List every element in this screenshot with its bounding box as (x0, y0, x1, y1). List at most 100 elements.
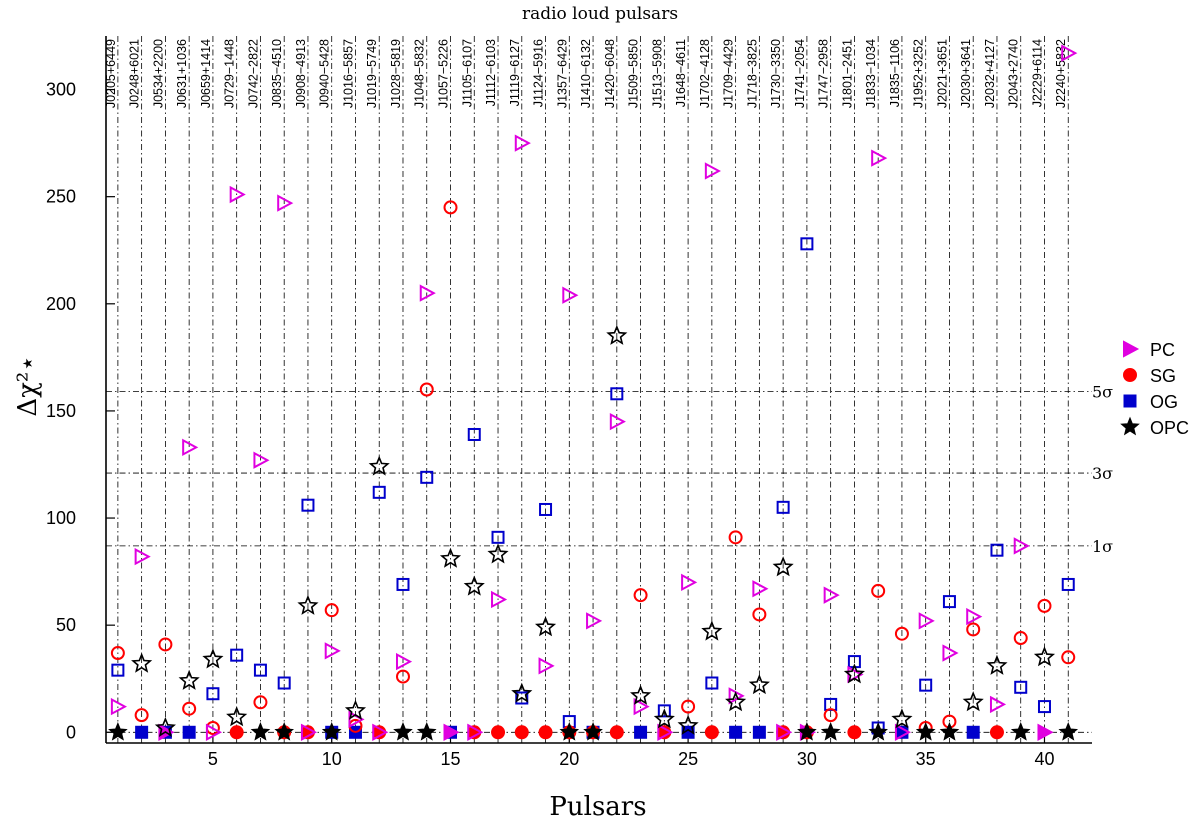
og-point (1037, 700, 1051, 714)
og-point (491, 530, 505, 544)
pc-point (395, 652, 413, 671)
opc-point (677, 714, 699, 735)
pulsar-name-label: J2021+3651 (935, 39, 949, 108)
pulsar-name-label: J1730−3350 (769, 39, 783, 108)
opc-point (511, 682, 533, 703)
pulsar-name-label: J1718−3825 (745, 39, 759, 108)
pulsar-name-label: J0205+6449 (104, 39, 118, 108)
sg-point (989, 725, 1004, 740)
pc-point (538, 657, 555, 675)
pc-point (277, 194, 294, 212)
sg-point (681, 699, 696, 714)
pulsar-name-label: J1833−1034 (864, 39, 878, 108)
pulsar-name-label: J1709−4429 (722, 39, 736, 108)
opc-point (939, 721, 960, 741)
reference-line-label: 3σ (1092, 464, 1113, 483)
opc-point (1010, 721, 1031, 741)
pc-point (324, 642, 341, 660)
pc-point (704, 162, 721, 180)
x-tick-label: 25 (678, 749, 698, 769)
sg-point (110, 646, 125, 661)
opc-point (868, 721, 888, 741)
og-point (396, 577, 410, 591)
pulsar-name-label: J1648−4611 (674, 39, 688, 107)
opc-point (891, 708, 913, 729)
og-point (800, 237, 814, 251)
pulsar-name-label: J0248+6021 (128, 39, 142, 108)
og-point (776, 500, 790, 514)
opc-point (108, 721, 128, 741)
pc-point (467, 723, 484, 741)
y-tick-label: 0 (66, 722, 76, 742)
pc-point (110, 697, 127, 716)
opc-point (772, 556, 794, 577)
opc-point (1058, 721, 1079, 741)
y-tick-label: 50 (56, 615, 76, 635)
legend: PC SG OG OPC (1120, 340, 1189, 438)
opc-point (915, 721, 936, 741)
sg-point (443, 200, 458, 215)
opc-point (274, 721, 295, 741)
opc-point (487, 543, 509, 564)
pc-point (728, 687, 745, 705)
pulsar-name-label: J1028−5819 (389, 39, 403, 108)
pulsar-name-label: J1952+3252 (912, 39, 926, 108)
y-tick-label: 250 (46, 187, 76, 207)
og-point (277, 676, 291, 690)
sg-point (894, 626, 909, 641)
pc-point (300, 723, 318, 741)
pc-point (966, 607, 983, 626)
pc-point (586, 612, 603, 630)
og-point (752, 725, 766, 739)
pulsar-name-label: J0631+1036 (175, 39, 189, 108)
legend-marker-sg (1123, 368, 1137, 382)
opc-point (202, 648, 224, 669)
og-point (705, 676, 719, 690)
og-point (135, 725, 149, 739)
pulsar-name-label: J0940−5428 (318, 39, 332, 108)
opc-point (297, 594, 319, 615)
pulsar-name-label: J0534+2200 (151, 39, 165, 108)
pc-point (894, 723, 912, 741)
sg-point (538, 725, 553, 740)
opc-point (368, 455, 390, 476)
og-point (729, 725, 743, 739)
x-axis-label: Pulsars (549, 792, 646, 819)
pulsar-name-label: J1702−4128 (698, 39, 712, 108)
pulsar-name-label: J1801−2451 (840, 39, 854, 108)
opc-point (820, 721, 841, 741)
og-point (990, 543, 1004, 557)
y-tick-label: 200 (46, 294, 76, 314)
pc-point (443, 723, 460, 741)
opc-point (1033, 646, 1056, 667)
pulsar-name-label: J2240+5832 (1054, 39, 1068, 108)
pc-point (134, 547, 151, 566)
legend-label-opc: OPC (1150, 418, 1189, 438)
pulsar-name-label: J1513−5908 (650, 39, 664, 108)
legend-label-pc: PC (1150, 340, 1175, 360)
sg-point (229, 725, 244, 740)
pc-point (609, 412, 626, 431)
opc-point (962, 691, 984, 712)
opc-point (630, 684, 652, 705)
pulsar-name-label: J1112−6103 (484, 39, 498, 106)
reference-line-label: 1σ (1092, 537, 1113, 556)
pc-point (633, 697, 650, 716)
sg-point (704, 725, 719, 740)
chart-title: radio loud pulsars (522, 4, 678, 24)
axes: 5 10 15 20 25 30 35 40 0 50 100 150 200 250 300 (46, 36, 1092, 769)
opc-point (154, 716, 176, 737)
pc-point (1013, 537, 1030, 555)
pulsar-name-label: J1747−2958 (817, 39, 831, 108)
sg-point (1013, 631, 1028, 646)
pc-point (871, 149, 888, 167)
y-axis-label: Δχ²⋆ (13, 355, 43, 416)
pc-point (182, 438, 199, 457)
sg-point (514, 725, 529, 740)
sg-point (752, 607, 767, 622)
sg-point (324, 603, 339, 618)
sg-point (823, 708, 838, 723)
pc-point (1037, 723, 1054, 741)
og-point (230, 648, 244, 662)
y-tick-label: 150 (46, 401, 76, 421)
